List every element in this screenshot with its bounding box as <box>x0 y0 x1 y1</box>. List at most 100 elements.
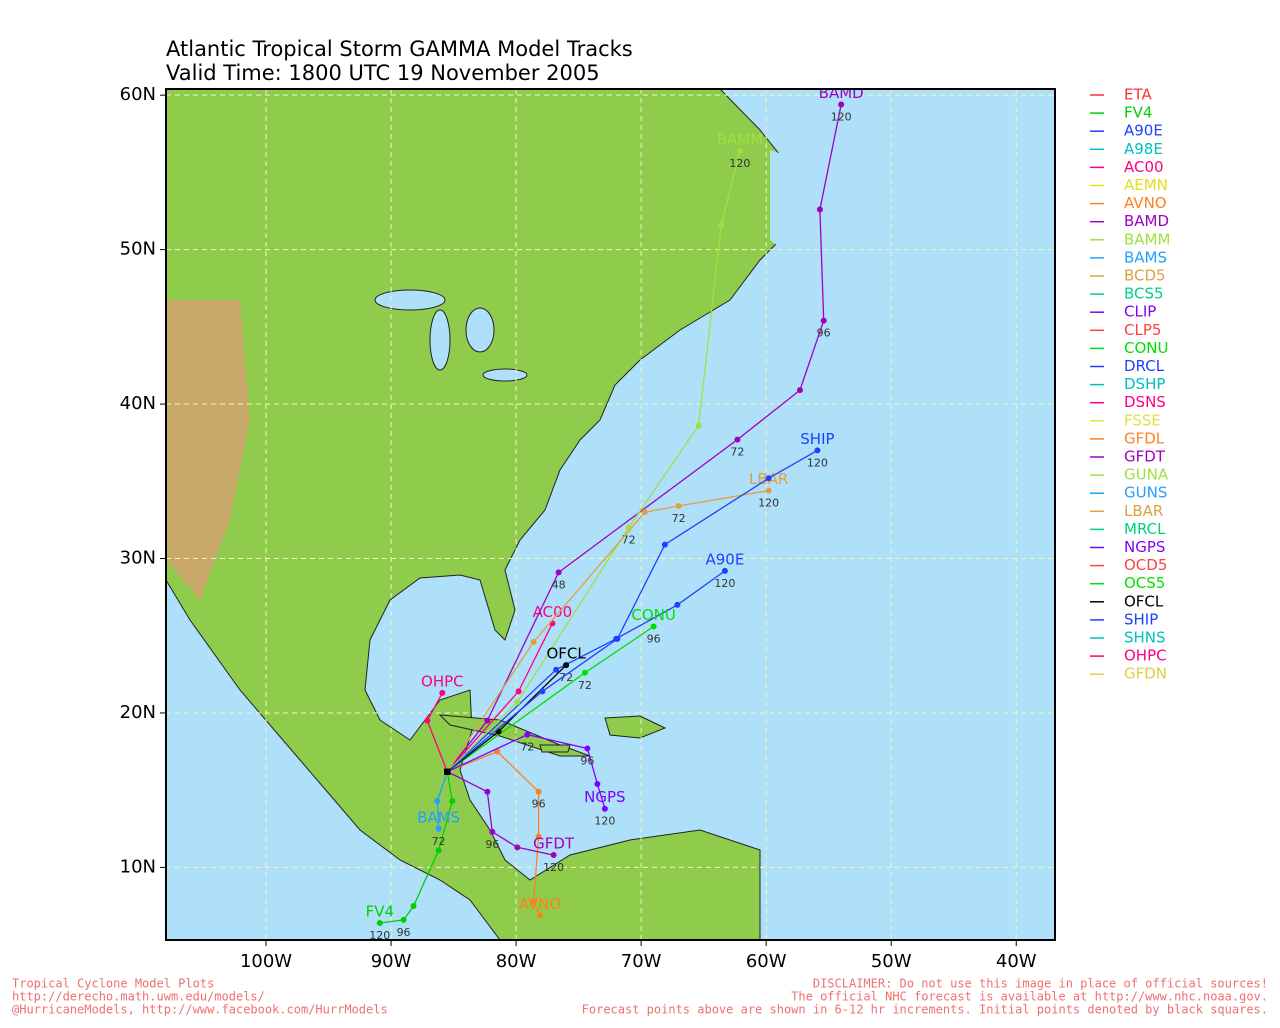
hour-label: 120 <box>594 815 615 828</box>
track-name: AC00 <box>533 603 573 621</box>
track-point <box>594 781 601 788</box>
track-point <box>814 447 821 454</box>
hour-label: 96 <box>580 754 594 767</box>
x-tick-label: 40W <box>996 951 1037 972</box>
legend-label: CLP5 <box>1124 321 1161 339</box>
land <box>166 89 850 940</box>
hour-label: 120 <box>369 929 390 942</box>
legend-label: A98E <box>1124 140 1163 158</box>
legend-label: A90E <box>1124 122 1163 140</box>
hour-label: 120 <box>543 861 564 874</box>
legend-label: LBAR <box>1124 502 1163 520</box>
legend-label: AEMN <box>1124 176 1168 194</box>
lake-huron <box>465 307 495 353</box>
track-point <box>435 825 442 832</box>
track-name: CONU <box>631 606 675 624</box>
track-point <box>584 745 591 752</box>
hour-label: 96 <box>532 798 546 811</box>
legend-label: SHIP <box>1124 610 1158 628</box>
track-point <box>484 788 491 795</box>
y-tick-label: 40N <box>120 393 156 414</box>
legend-label: SHNS <box>1124 629 1166 647</box>
x-tick-label: 100W <box>240 951 292 972</box>
track-point <box>820 317 827 324</box>
track-point <box>535 788 542 795</box>
x-tick-label: 80W <box>496 951 537 972</box>
track-name: AVNO <box>519 895 562 913</box>
footer-right: Forecast points above are shown in 6-12 … <box>582 1003 1268 1017</box>
track-point <box>376 920 383 927</box>
initial-point <box>444 768 451 775</box>
track-point <box>661 541 668 548</box>
track-point <box>524 731 531 738</box>
footer-right: The official NHC forecast is available a… <box>791 990 1268 1004</box>
track-point <box>449 797 456 804</box>
hour-label: 120 <box>714 577 735 590</box>
track-point <box>796 387 803 394</box>
x-tick-label: 70W <box>621 951 662 972</box>
legend-label: OFCL <box>1124 592 1164 610</box>
legend-label: CONU <box>1124 339 1168 357</box>
track-point <box>435 847 442 854</box>
hour-label: 96 <box>647 632 661 645</box>
track-point <box>674 601 681 608</box>
track-name: OHPC <box>421 672 464 690</box>
track-name: GFDT <box>533 835 575 853</box>
hour-label: 72 <box>578 679 592 692</box>
track-line <box>379 771 453 924</box>
track-point <box>484 717 491 724</box>
track-point <box>555 569 562 576</box>
track-name: SHIP <box>800 430 834 448</box>
track-point <box>736 147 743 154</box>
track-point <box>581 669 588 676</box>
legend-label: AC00 <box>1124 158 1164 176</box>
track-point <box>816 206 823 213</box>
hour-label: 72 <box>622 534 636 547</box>
y-tick-label: 50N <box>120 239 156 260</box>
footer-right: DISCLAIMER: Do not use this image in pla… <box>813 977 1268 991</box>
x-tick-label: 60W <box>746 951 787 972</box>
track-point <box>515 688 522 695</box>
legend-label: FSSE <box>1124 411 1161 429</box>
hour-label: 72 <box>730 446 744 459</box>
y-tick-label: 20N <box>120 702 156 723</box>
track-name: OFCL <box>546 645 586 663</box>
legend-label: OCD5 <box>1124 556 1167 574</box>
y-tick-label: 10N <box>120 856 156 877</box>
track-name: BAMM <box>717 130 763 148</box>
hour-label: 72 <box>520 741 534 754</box>
north-america <box>166 89 801 940</box>
footer-left: @HurricaneModels, http://www.facebook.co… <box>12 1003 388 1017</box>
grid <box>166 89 1055 940</box>
subtitle: Valid Time: 1800 UTC 19 November 2005 <box>166 61 600 85</box>
track-point <box>553 666 560 673</box>
plot-frame <box>165 88 1056 941</box>
track-line <box>446 449 818 773</box>
hour-label: 120 <box>729 157 750 170</box>
track-line <box>446 104 842 773</box>
track-point <box>424 717 431 724</box>
hour-label: 48 <box>552 578 566 591</box>
track-point <box>489 828 496 835</box>
legend-label: BAMM <box>1124 230 1170 248</box>
track-point <box>721 567 728 574</box>
legend-label: ETA <box>1124 86 1152 104</box>
legend-label: GFDT <box>1124 448 1166 466</box>
track-point <box>675 503 682 510</box>
gulf-stlawrence <box>770 150 850 270</box>
legend-label: BCS5 <box>1124 285 1164 303</box>
lake-michigan <box>429 309 451 371</box>
hour-label: 72 <box>559 671 573 684</box>
legend-label: GFDL <box>1124 429 1165 447</box>
legend-label: DSHP <box>1124 375 1165 393</box>
hour-label: 120 <box>831 110 852 123</box>
legend-label: DSNS <box>1124 393 1166 411</box>
legend-label: GFDN <box>1124 665 1167 683</box>
track-point <box>539 688 546 695</box>
legend-label: AVNO <box>1124 194 1167 212</box>
hour-label: 96 <box>817 327 831 340</box>
legend-label: OCS5 <box>1124 574 1165 592</box>
track-line <box>446 150 741 773</box>
